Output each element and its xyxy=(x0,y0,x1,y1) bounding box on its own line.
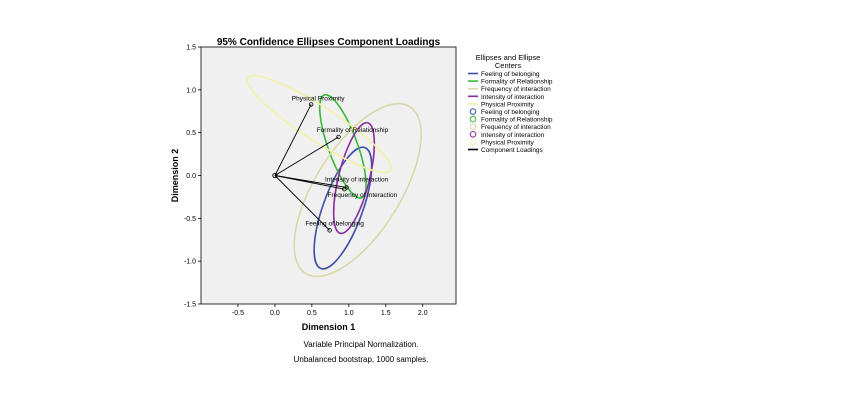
loading-label-formality-of-relationship: Formality of Relationship xyxy=(317,127,389,134)
x-tick-label: 1.0 xyxy=(344,310,354,317)
y-tick-label: -1.0 xyxy=(184,259,196,266)
legend-label: Formality of Relationship xyxy=(481,79,553,86)
loading-line-feeling-of-belonging xyxy=(274,175,330,231)
footnote-normalization: Variable Principal Normalization. xyxy=(303,340,418,349)
legend-item-line-component-loadings: Component Loadings xyxy=(468,147,544,154)
loading-line-intensity-of-interaction xyxy=(274,175,347,188)
y-tick-label: 0.5 xyxy=(186,130,196,137)
legend-item-circle-frequency-of-interaction: Frequency of interaction xyxy=(469,123,551,131)
loading-label-feeling-of-belonging: Feeling of belonging xyxy=(305,220,364,227)
legend-swatch-circle xyxy=(469,108,477,115)
y-tick-label: 1.5 xyxy=(186,45,196,52)
legend-item-circle-formality-of-relationship: Formality of Relationship xyxy=(469,115,553,124)
legend-item-line-intensity-of-interaction: Intensity of interaction xyxy=(468,94,545,101)
legend-item-line-frequency-of-interaction: Frequency of interaction xyxy=(468,86,551,93)
y-tick-label: -0.5 xyxy=(184,216,196,223)
legend-label: Frequency of interaction xyxy=(481,124,551,131)
ellipse-formality-of-relationship xyxy=(318,93,367,199)
loading-line-formality-of-relationship xyxy=(274,136,339,176)
y-tick-label: 0.0 xyxy=(186,173,196,180)
loading-point-formality-of-relationship xyxy=(336,134,341,140)
plot-area: -1.5 -1.0 -0.5 0.0 0.5 1.0 1.5 -0.5 0.0 0.5 1.0 1.5… xyxy=(184,45,457,317)
legend-label: Physical Proximity xyxy=(481,139,534,146)
ellipse-intensity-of-interaction xyxy=(332,121,376,235)
ellipse-frequency-of-interaction xyxy=(293,102,423,278)
legend-swatch-circle xyxy=(469,115,477,123)
loading-label-intensity-of-interaction: Intensity of interaction xyxy=(325,176,389,183)
x-axis-label: Dimension 1 xyxy=(302,322,356,332)
legend-label: Physical Proximity xyxy=(481,101,534,108)
chart-title: 95% Confidence Ellipses Component Loadin… xyxy=(217,37,441,48)
x-tick-label: 0.0 xyxy=(270,310,280,317)
legend-swatch-circle xyxy=(469,131,477,138)
legend-item-circle-physical-proximity: Physical Proximity xyxy=(469,138,534,146)
legend-label: Frequency of interaction xyxy=(481,86,551,93)
legend-label: Feeling of belonging xyxy=(481,71,540,78)
origin-point xyxy=(272,172,278,179)
ellipse-physical-proximity xyxy=(246,74,392,174)
y-tick-label: 1.0 xyxy=(186,87,196,94)
legend-item-circle-feeling-of-belonging: Feeling of belonging xyxy=(469,108,540,116)
legend-label: Intensity of interaction xyxy=(481,132,545,139)
x-tick-label: 1.5 xyxy=(381,310,391,317)
x-tick-label: 2.0 xyxy=(418,310,428,317)
footnote-bootstrap: Unbalanced bootstrap, 1000 samples. xyxy=(294,355,429,364)
loading-point-intensity-of-interaction xyxy=(344,185,349,190)
legend-item-circle-intensity-of-interaction: Intensity of interaction xyxy=(469,131,545,139)
legend-item-line-formality-of-relationship: Formality of Relationship xyxy=(468,79,553,86)
x-tick-label: 0.5 xyxy=(307,310,317,317)
legend-title: Ellipses and Ellipse Centers xyxy=(476,53,541,70)
loading-label-frequency-of-interaction: Frequency of interaction xyxy=(328,192,398,199)
loading-point-feeling-of-belonging xyxy=(327,228,332,233)
x-tick-label: -0.5 xyxy=(232,310,244,317)
legend-label: Formality of Relationship xyxy=(481,117,553,124)
legend-item-line-physical-proximity: Physical Proximity xyxy=(468,101,534,108)
legend-label: Feeling of belonging xyxy=(481,109,540,116)
legend-item-line-feeling-of-belonging: Feeling of belonging xyxy=(468,71,540,78)
legend-label: Intensity of interaction xyxy=(481,94,545,101)
loading-line-physical-proximity xyxy=(274,104,312,176)
legend-swatch-circle xyxy=(469,123,477,130)
ellipse-feeling-of-belonging xyxy=(313,146,373,270)
loading-point-physical-proximity xyxy=(308,102,314,107)
y-axis-label: Dimension 2 xyxy=(170,149,180,203)
loading-label-physical-proximity: Physical Proximity xyxy=(292,95,345,102)
legend-swatch-circle xyxy=(469,138,477,146)
y-tick-label: -1.5 xyxy=(184,302,196,309)
legend-label: Component Loadings xyxy=(481,147,544,154)
